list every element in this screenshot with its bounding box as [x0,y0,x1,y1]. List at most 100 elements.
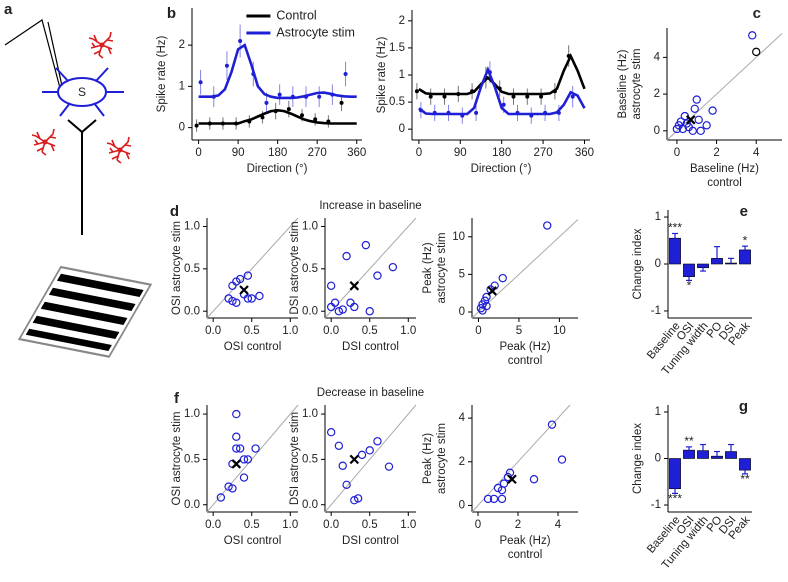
data-point [556,110,561,115]
data-point [694,115,703,125]
legend-label: Astrocyte stim [276,25,355,39]
bar [739,458,751,471]
x-tick-label: 180 [492,147,511,159]
soma-label: S [78,85,86,99]
x-tick-label: 270 [308,147,327,159]
data-point [224,63,229,68]
data-point [317,94,322,99]
data-point [497,86,502,91]
data-point [235,274,245,284]
data-point [692,95,701,104]
data-point [446,110,451,115]
data-point [676,117,686,126]
data-point [678,124,688,134]
data-point [211,94,216,99]
data-point [228,296,237,306]
x-tick-label: 0 [416,147,422,159]
y-tick-label: 2 [179,39,185,51]
x-tick-label: 4 [753,147,760,159]
significance: *** [668,492,682,506]
y-tick-label: 0.0 [184,499,200,511]
y-tick-label: 0.0 [302,305,318,317]
x-tick-label: 360 [575,147,594,159]
data-point [482,292,491,302]
data-point [334,307,344,316]
y-axis-label: OSI astrocyte stim [171,221,183,315]
x-tick-label: 0 [475,325,481,337]
y-tick-label: 0.5 [389,96,405,108]
panel-label: c [753,5,761,22]
data-point [216,493,226,502]
data-point [474,110,479,115]
data-point [350,496,359,505]
data-point [499,479,509,488]
significance: ** [684,434,694,448]
y-axis-label: DSI astrocyte stim [289,412,301,505]
data-point [480,296,490,305]
data-point [373,271,382,280]
y-tick-label: 1.0 [302,221,318,233]
bar [711,258,723,265]
x-tick-label: 0.5 [244,325,260,337]
y-tick-label: 1 [179,80,185,92]
data-point [247,119,252,124]
data-point [198,80,203,85]
y-tick-label: 0 [179,122,185,134]
data-point [304,94,309,99]
x-tick-label: 0.5 [244,519,260,531]
identity-line [471,219,579,319]
data-point [414,89,419,94]
data-point [748,31,757,40]
data-point [330,92,335,97]
x-tick-label: 0 [195,147,201,159]
x-tick-label: 180 [268,147,287,159]
mean-marker [487,286,498,296]
data-point [243,455,253,464]
bar [725,451,737,459]
data-point [688,126,697,136]
x-axis-label: Baseline (Hz) [690,163,759,175]
data-point [503,472,513,482]
data-point [557,455,567,464]
x-tick-label: 5 [516,325,522,337]
data-point [342,251,351,261]
x-tick-label: 1.0 [400,519,416,531]
data-point [353,494,363,503]
data-point [243,271,253,280]
data-point [286,107,291,112]
data-point [365,446,374,455]
data-point [326,281,336,290]
data-point [300,113,305,118]
significance: * [743,233,748,247]
data-point [220,121,225,126]
y-tick-label: 1.0 [184,408,200,420]
data-point [418,108,423,113]
data-point [570,94,575,99]
bar [697,263,709,269]
data-point [232,409,241,419]
x-tick-label: 270 [533,147,552,159]
mean-marker [231,459,242,469]
y-tick-label: 10 [452,231,465,243]
data-point [361,240,371,250]
x-tick-label: 0.0 [205,325,221,337]
data-point [708,106,717,115]
x-tick-label: 0.5 [362,325,378,337]
x-tick-label: 90 [454,147,467,159]
data-point [339,100,344,105]
y-tick-label: 0.5 [302,453,318,465]
x-axis-label: DSI control [342,535,399,547]
data-point [343,72,348,76]
data-point [239,455,249,464]
data-point [529,475,539,484]
y-tick-label: 0.5 [184,263,200,275]
data-point [552,89,557,94]
y-axis-label: astrocyte stim [436,233,448,304]
data-point [752,47,761,57]
data-point [338,305,347,314]
x-axis-label: Peak (Hz) [499,535,550,547]
data-point [207,121,212,126]
y-tick-label: 1.0 [184,221,200,233]
data-point [326,119,331,124]
x-tick-label: 2 [713,147,719,159]
